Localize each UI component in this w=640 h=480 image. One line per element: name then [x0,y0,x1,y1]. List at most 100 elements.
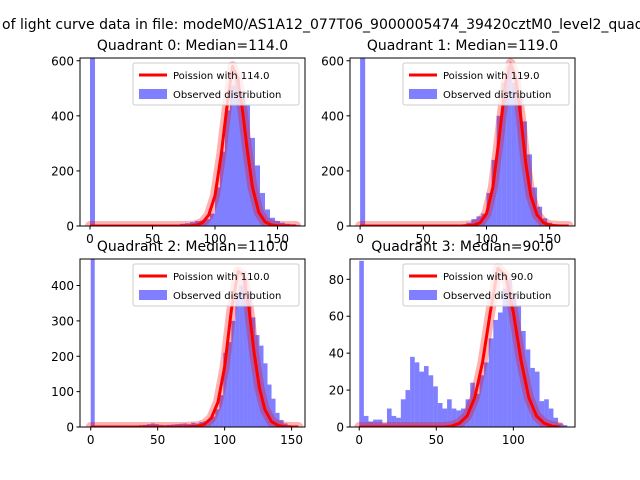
x-tick-label: 50 [429,433,444,447]
histogram-bar [255,165,260,226]
y-tick-label: 0 [66,421,74,435]
x-tick-label: 0 [87,433,95,447]
histogram-bar [263,363,268,427]
histogram-bar [488,338,494,427]
histogram-bar [259,345,264,427]
histogram-bar [243,278,248,427]
histogram-bar [220,151,225,226]
histogram-bar [373,419,378,427]
histogram-bar [150,423,155,427]
axes-frame [79,258,306,428]
histogram-bar [479,375,485,427]
plot-area [354,260,568,427]
y-tick-label: 300 [51,314,74,328]
histogram-bar [280,222,285,226]
y-tick-label: 200 [321,164,344,178]
histogram-bar [279,419,284,427]
histogram-bar [211,416,216,427]
legend-box [132,263,300,307]
x-tick-label: 150 [280,433,303,447]
plot-title: Quadrant 2: Median=110.0 [97,239,288,255]
histogram-bar [235,77,240,226]
y-tick-label: 0 [66,220,74,234]
histogram-bar [251,317,256,427]
x-tick-label: 0 [355,433,363,447]
y-tick-label: 0 [336,220,344,234]
histogram-bar [223,352,228,427]
histogram-bar [275,221,280,226]
legend-label-bars: Observed distribution [173,90,281,101]
legend-label-bars: Observed distribution [443,291,551,302]
histogram-bar [544,399,549,427]
x-tick-label: 100 [475,232,498,246]
histogram-bar [516,96,522,226]
histogram-bar [437,403,443,427]
histogram-bar [553,417,559,427]
histogram-bar [207,419,212,427]
legend-box [402,263,570,307]
x-tick-label: 100 [502,433,525,447]
histogram-bar [230,85,235,226]
axes-frame [349,258,576,428]
legend-label-line: Poission with 90.0 [443,272,533,283]
histogram-bar [511,82,517,226]
plot-title: Quadrant 3: Median=90.0 [371,239,553,255]
histogram-bar [400,399,406,427]
legend: Poission with 114.0 Observed distribution [132,62,300,106]
histogram-bar [534,371,540,427]
histogram-bar [377,419,383,427]
y-tick-label: 20 [329,384,344,398]
x-tick-label: 0 [356,232,364,246]
x-tick-label: 100 [204,232,227,246]
histogram-bar [484,362,489,427]
histogram-bar [215,409,220,427]
quadrant-1-plot: 0 50 100 150 0 200 400 600 Quadrant 1: Median=11… [321,38,576,246]
histogram-bar [521,121,527,226]
histogram-bar [423,366,429,427]
y-tick-label: 40 [329,347,344,361]
legend-label-line: Poission with 114.0 [173,71,269,82]
legend-bar-swatch [409,290,437,300]
histogram-bar [359,260,364,427]
histogram-bar [90,259,95,427]
x-tick-label: 150 [538,232,561,246]
axes-frame [349,57,576,227]
histogram-bar [295,224,300,226]
histogram-bar [191,422,196,427]
y-tick-label: 60 [329,310,344,324]
y-tick-label: 400 [51,279,74,293]
y-tick-label: 600 [51,54,74,68]
y-tick-label: 0 [336,421,344,435]
histogram-bar [476,216,482,226]
histogram-bar [507,279,512,427]
histogram-bar [386,408,392,427]
histogram-bar [419,371,424,427]
histogram-bar [539,401,545,427]
histogram-bar [391,415,397,427]
legend-label-line: Poission with 119.0 [443,71,539,82]
histogram-bar [447,399,452,427]
y-tick-label: 100 [51,385,74,399]
histogram-bar [548,408,554,427]
histogram-bar [516,305,522,427]
y-tick-label: 400 [321,109,344,123]
histogram-bar [275,412,280,427]
histogram-bar [240,91,245,226]
histogram-bar [227,342,232,427]
histogram-bar [225,110,230,226]
quadrant-0-plot: 0 50 100 150 0 200 400 600 Quadrant 0: Median=11… [51,38,306,246]
x-tick-label: 150 [266,232,289,246]
histogram-bar [493,319,498,427]
histogram-bar [90,58,95,226]
quadrant-2-plot: 0 50 100 150 0 100 200 300 400 Quadrant 2: Median… [51,239,306,447]
histogram-bar [396,417,401,427]
histogram-bar [433,386,438,427]
legend-box [132,62,300,106]
histogram-bar [497,312,503,427]
histogram-bar [265,209,270,226]
x-tick-label: 50 [145,232,160,246]
histogram-bar [239,285,244,427]
histogram-bar [410,356,415,427]
histogram-bar [451,408,457,427]
